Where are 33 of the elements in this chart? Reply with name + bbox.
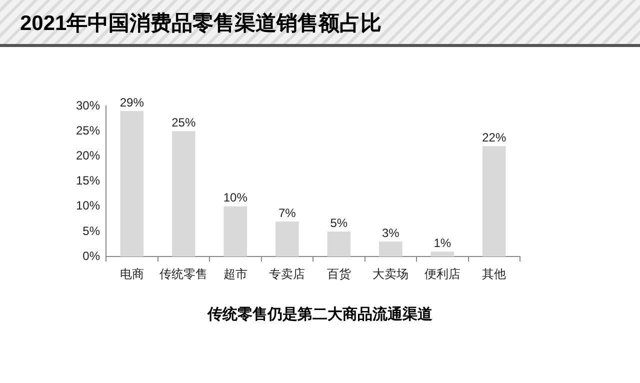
text: 传统零售仍是第二大商品流通渠道 (206, 305, 434, 324)
x-tick-label: 专卖店 (269, 267, 306, 282)
bar (378, 242, 402, 257)
x-tick-label: 传统零售 (160, 267, 208, 282)
x-tick-label: 便利店 (424, 267, 460, 282)
data-label: 10% (223, 190, 248, 205)
data-label: 25% (172, 115, 196, 130)
y-tick-label: 30% (76, 98, 100, 112)
y-tick-label: 5% (82, 224, 100, 238)
bar (172, 131, 196, 257)
bar (430, 252, 454, 257)
chart-title: 2021年中国消费品零售渠道销售额占比 (20, 10, 382, 37)
x-tick-label: 超市 (223, 267, 248, 282)
y-tick-label: 15% (76, 174, 100, 188)
data-label: 22% (482, 130, 506, 144)
y-tick-label: 25% (76, 123, 100, 138)
data-label: 5% (330, 216, 348, 230)
y-tick-label: 20% (76, 148, 100, 163)
data-label: 29% (120, 95, 144, 110)
x-tick-label: 电商 (120, 267, 144, 282)
x-tick-label: 其他 (482, 267, 506, 282)
x-tick-label: 大卖场 (372, 267, 409, 282)
bar (327, 232, 351, 257)
x-tick-label: 百货 (326, 267, 351, 282)
bar (224, 206, 248, 257)
data-label: 7% (278, 206, 296, 220)
y-tick-label: 0% (82, 248, 100, 263)
data-label: 3% (382, 226, 400, 240)
bar (482, 146, 506, 257)
y-tick-label: 10% (76, 198, 100, 213)
bar (275, 221, 299, 257)
data-label: 1% (434, 236, 452, 250)
bar (120, 111, 144, 257)
